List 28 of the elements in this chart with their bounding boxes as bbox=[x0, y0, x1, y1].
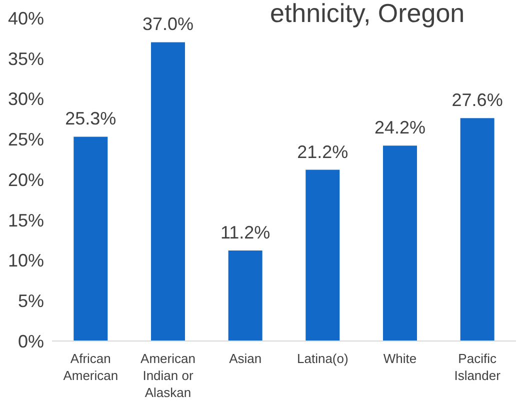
bar bbox=[228, 250, 262, 341]
data-label: 21.2% bbox=[297, 142, 348, 162]
y-tick-label: 0% bbox=[18, 331, 44, 352]
data-label: 11.2% bbox=[220, 222, 270, 243]
bar bbox=[74, 136, 108, 341]
y-tick-label: 5% bbox=[18, 291, 44, 312]
data-label: 37.0% bbox=[142, 14, 194, 34]
data-label: 24.2% bbox=[374, 118, 426, 138]
y-tick-label: 20% bbox=[8, 170, 44, 190]
bar bbox=[460, 118, 494, 341]
x-tick-label: African American bbox=[63, 351, 118, 383]
x-tick-label: American Indian or Alaskan bbox=[140, 351, 196, 400]
x-tick-label: Asian bbox=[229, 351, 262, 366]
data-label: 27.6% bbox=[452, 90, 503, 110]
y-tick-label: 30% bbox=[8, 89, 44, 110]
x-tick-label: White bbox=[383, 351, 417, 366]
x-tick-label: Latina(o) bbox=[297, 351, 348, 366]
y-tick-label: 15% bbox=[8, 210, 44, 230]
y-tick-label: 35% bbox=[8, 48, 44, 69]
y-tick-label: 40% bbox=[8, 8, 44, 28]
bar bbox=[382, 146, 417, 341]
x-tick-label: Pacific Islander bbox=[454, 351, 502, 383]
bar bbox=[150, 42, 185, 341]
chart-title: ethnicity, Oregon bbox=[270, 0, 465, 29]
bar bbox=[306, 170, 340, 341]
y-tick-label: 10% bbox=[8, 250, 44, 271]
data-label: 25.3% bbox=[65, 108, 116, 129]
y-tick-label: 25% bbox=[8, 130, 44, 150]
